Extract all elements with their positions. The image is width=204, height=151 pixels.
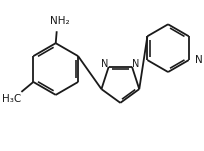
Text: H₃C: H₃C xyxy=(2,94,21,104)
Text: NH₂: NH₂ xyxy=(50,16,70,26)
Text: N: N xyxy=(195,55,202,65)
Text: N: N xyxy=(101,59,108,69)
Text: N: N xyxy=(132,59,140,69)
